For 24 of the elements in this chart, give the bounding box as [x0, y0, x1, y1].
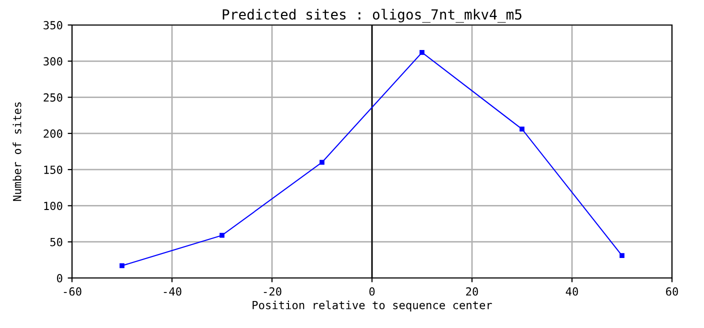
point	[620, 253, 624, 258]
y-tick-label: 200	[44, 129, 62, 138]
y-tick-label: 350	[44, 21, 62, 30]
y-tick-label: 300	[44, 57, 62, 66]
x-tick-label: 40	[566, 287, 578, 296]
x-tick-label: -40	[164, 287, 182, 296]
point	[120, 263, 124, 268]
x-tick-label: -60	[64, 287, 82, 296]
y-axis-title: Number of sites	[12, 102, 22, 201]
point	[420, 50, 424, 55]
chart-title: Predicted sites : oligos_7nt_mkv4_m5	[222, 8, 522, 23]
x-tick-label: 60	[666, 287, 678, 296]
x-tick-label: 0	[369, 287, 375, 296]
y-tick-label: 100	[44, 202, 62, 210]
x-tick-label: 20	[466, 287, 478, 296]
point	[520, 126, 524, 132]
point	[220, 232, 224, 238]
point	[320, 160, 324, 165]
y-tick-label: 150	[44, 166, 62, 174]
y-tick-label: 50	[50, 238, 62, 246]
x-axis-title: Position relative to sequence center	[252, 300, 492, 312]
y-tick-label: 0	[57, 274, 62, 282]
y-tick-label: 250	[44, 93, 62, 102]
x-tick-label: -20	[264, 287, 282, 296]
